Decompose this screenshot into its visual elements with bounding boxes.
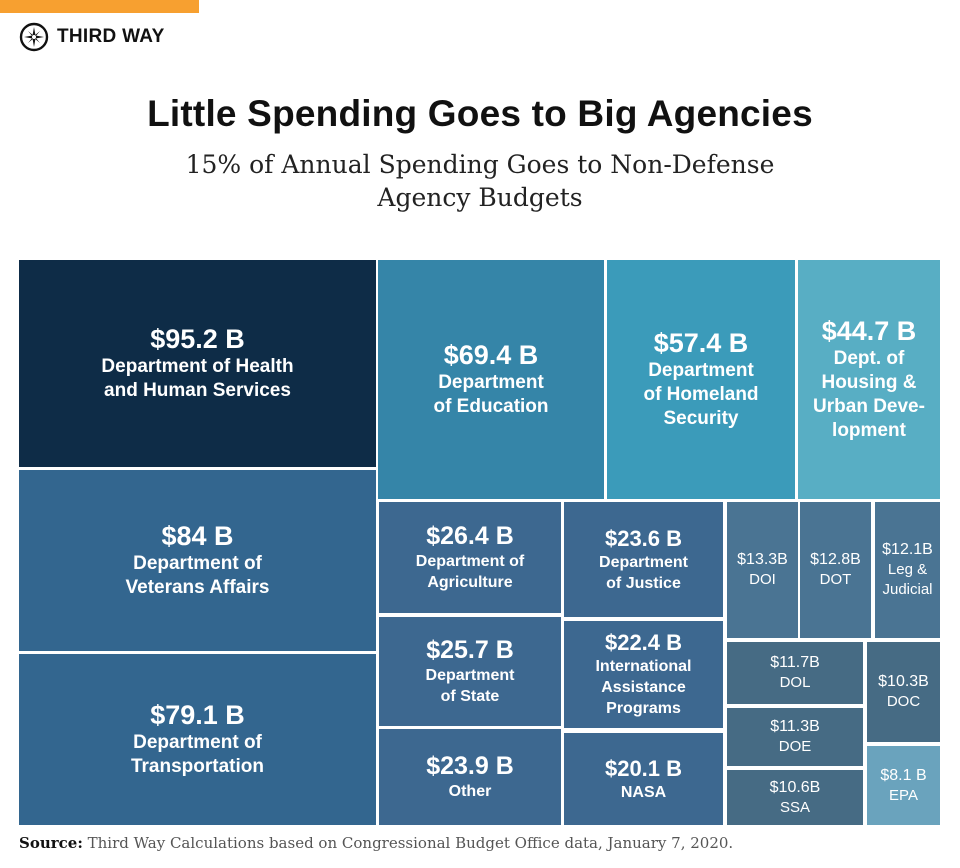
cell-value-label: $25.7 B — [426, 636, 514, 664]
compass-icon — [19, 22, 49, 52]
cell-agency-label: EPA — [889, 786, 918, 804]
treemap-cell: $20.1 B NASA — [564, 733, 723, 825]
cell-value-label: $10.6B — [769, 778, 821, 796]
treemap-cell: $8.1 B EPA — [867, 746, 940, 825]
treemap-cell: $12.1B Leg & Judicial — [875, 502, 940, 638]
cell-value-label: $95.2 B — [150, 324, 245, 354]
cell-value-label: $12.1B — [882, 541, 933, 558]
cell-agency-label: Department of Education — [433, 372, 549, 417]
treemap-cell: $69.4 B Department of Education — [378, 260, 604, 499]
cell-agency-label: DOT — [819, 571, 852, 588]
cell-agency-label: DOC — [886, 693, 921, 710]
source-note: Source: Third Way Calculations based on … — [19, 834, 733, 852]
cell-agency-label: Department of State — [425, 667, 515, 705]
treemap-cell: $79.1 B Department of Transportation — [19, 654, 376, 825]
treemap-cell: $22.4 B International Assistance Programs — [564, 621, 723, 728]
brand-name: THIRD WAY — [57, 26, 165, 47]
cell-value-label: $26.4 B — [426, 522, 514, 550]
cell-agency-label: Department of Transportation — [130, 732, 264, 777]
treemap-cell: $11.3B DOE — [727, 708, 863, 766]
cell-value-label: $22.4 B — [604, 630, 683, 655]
cell-agency-label: International Assistance Programs — [595, 658, 692, 717]
cell-value-label: $79.1 B — [150, 700, 245, 730]
treemap-cell: $84 B Department of Veterans Affairs — [19, 470, 376, 651]
cell-value-label: $23.6 B — [604, 525, 683, 551]
cell-agency-label: Department of Justice — [599, 553, 688, 592]
cell-agency-label: DOI — [749, 571, 776, 588]
treemap-cell: $13.3B DOI — [727, 502, 798, 638]
cell-value-label: $11.7B — [770, 654, 820, 671]
third-way-logo: THIRD WAY — [19, 22, 165, 52]
treemap-cell: $57.4 B Department of Homeland Security — [607, 260, 795, 499]
treemap-cell: $25.7 B Department of State — [379, 617, 561, 726]
treemap-cell: $95.2 B Department of Health and Human Se… — [19, 260, 376, 467]
source-label: Source: — [19, 834, 83, 852]
treemap-cell: $10.6B SSA — [727, 770, 863, 825]
cell-agency-label: Leg & Judicial — [882, 561, 933, 598]
cell-agency-label: Department of Veterans Affairs — [125, 553, 270, 598]
accent-bar — [0, 0, 199, 13]
cell-agency-label: Department of Homeland Security — [643, 360, 759, 429]
cell-value-label: $23.9 B — [426, 752, 514, 780]
treemap-cell: $44.7 B Dept. of Housing & Urban Deve- lo… — [798, 260, 940, 499]
cell-agency-label: Department of Agriculture — [415, 553, 525, 591]
cell-value-label: $11.3B — [770, 718, 820, 735]
cell-value-label: $8.1 B — [880, 766, 927, 784]
treemap-cell: $23.6 B Department of Justice — [564, 502, 723, 617]
chart-title: Little Spending Goes to Big Agencies — [147, 93, 813, 134]
cell-agency-label: NASA — [620, 783, 667, 801]
chart-subtitle: 15% of Annual Spending Goes to Non-Defen… — [185, 150, 775, 212]
cell-agency-label: DOL — [779, 674, 811, 691]
cell-agency-label: Dept. of Housing & Urban Deve- lopment — [813, 348, 925, 441]
cell-value-label: $12.8B — [810, 551, 861, 568]
cell-agency-label: Other — [448, 783, 492, 800]
cell-value-label: $69.4 B — [443, 340, 539, 370]
treemap-cell: $10.3B DOC — [867, 642, 940, 742]
source-text: Third Way Calculations based on Congress… — [82, 834, 734, 852]
cell-value-label: $44.7 B — [821, 316, 917, 346]
treemap-cell: $12.8B DOT — [800, 502, 871, 638]
treemap-cell: $11.7B DOL — [727, 642, 863, 704]
treemap-cell: $23.9 B Other — [379, 729, 561, 825]
cell-value-label: $20.1 B — [604, 755, 683, 781]
cell-value-label: $10.3B — [878, 673, 929, 690]
cell-agency-label: DOE — [778, 738, 812, 755]
cell-agency-label: Department of Health and Human Services — [101, 356, 294, 401]
cell-value-label: $84 B — [161, 521, 234, 551]
cell-value-label: $13.3B — [737, 551, 788, 568]
cell-agency-label: SSA — [779, 798, 810, 816]
cell-value-label: $57.4 B — [653, 328, 749, 358]
treemap-cell: $26.4 B Department of Agriculture — [379, 502, 561, 613]
